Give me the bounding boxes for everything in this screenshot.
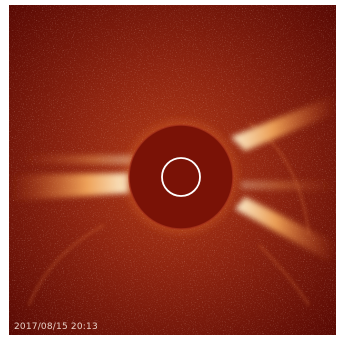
streamer-right-faint xyxy=(241,181,336,191)
sun-outline-circle-icon xyxy=(161,157,201,197)
streamer-lower-right xyxy=(235,197,336,261)
streamer-upper-right xyxy=(231,95,336,151)
streamer-left xyxy=(9,173,129,201)
streamers xyxy=(9,95,336,261)
coronagraph-image: 2017/08/15 20:13 xyxy=(9,5,336,335)
occulting-disk xyxy=(129,125,233,229)
coronagraph-svg xyxy=(9,5,336,335)
occulting-disk-edge xyxy=(128,124,234,230)
timestamp-label: 2017/08/15 20:13 xyxy=(14,322,98,332)
streamer-left-upper xyxy=(19,155,134,165)
